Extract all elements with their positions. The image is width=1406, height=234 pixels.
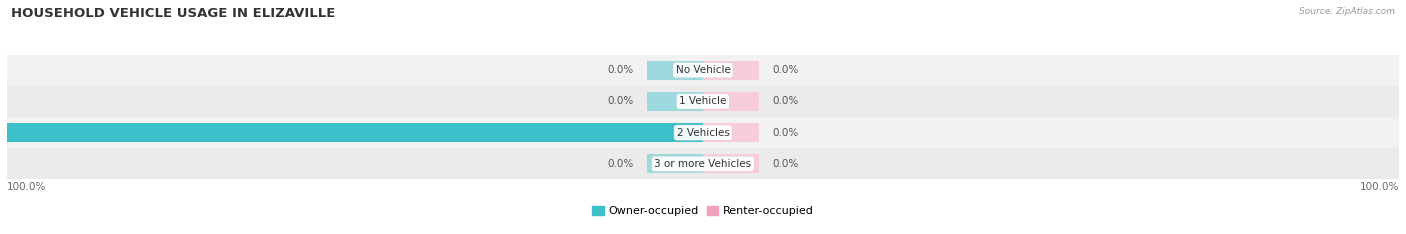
Text: HOUSEHOLD VEHICLE USAGE IN ELIZAVILLE: HOUSEHOLD VEHICLE USAGE IN ELIZAVILLE: [11, 7, 336, 20]
Bar: [7, 86, 1399, 117]
Text: 0.0%: 0.0%: [607, 65, 633, 75]
Bar: [7, 117, 1399, 148]
Text: 0.0%: 0.0%: [773, 96, 799, 106]
Bar: [703, 92, 759, 111]
Bar: [703, 154, 759, 173]
Bar: [7, 148, 1399, 179]
Bar: [647, 92, 703, 111]
Legend: Owner-occupied, Renter-occupied: Owner-occupied, Renter-occupied: [592, 206, 814, 216]
Text: 100.0%: 100.0%: [7, 182, 46, 192]
Bar: [703, 123, 759, 142]
Text: 0.0%: 0.0%: [607, 96, 633, 106]
Bar: [647, 61, 703, 80]
Text: Source: ZipAtlas.com: Source: ZipAtlas.com: [1299, 7, 1395, 16]
Text: 100.0%: 100.0%: [1360, 182, 1399, 192]
Text: 2 Vehicles: 2 Vehicles: [676, 128, 730, 138]
Bar: [703, 61, 759, 80]
Text: 0.0%: 0.0%: [607, 159, 633, 169]
Text: No Vehicle: No Vehicle: [675, 65, 731, 75]
Text: 1 Vehicle: 1 Vehicle: [679, 96, 727, 106]
Text: 0.0%: 0.0%: [773, 128, 799, 138]
Bar: [7, 55, 1399, 86]
Bar: [647, 154, 703, 173]
Text: 0.0%: 0.0%: [773, 159, 799, 169]
Bar: [7, 123, 703, 142]
Text: 0.0%: 0.0%: [773, 65, 799, 75]
Text: 3 or more Vehicles: 3 or more Vehicles: [654, 159, 752, 169]
Bar: [7, 123, 703, 142]
